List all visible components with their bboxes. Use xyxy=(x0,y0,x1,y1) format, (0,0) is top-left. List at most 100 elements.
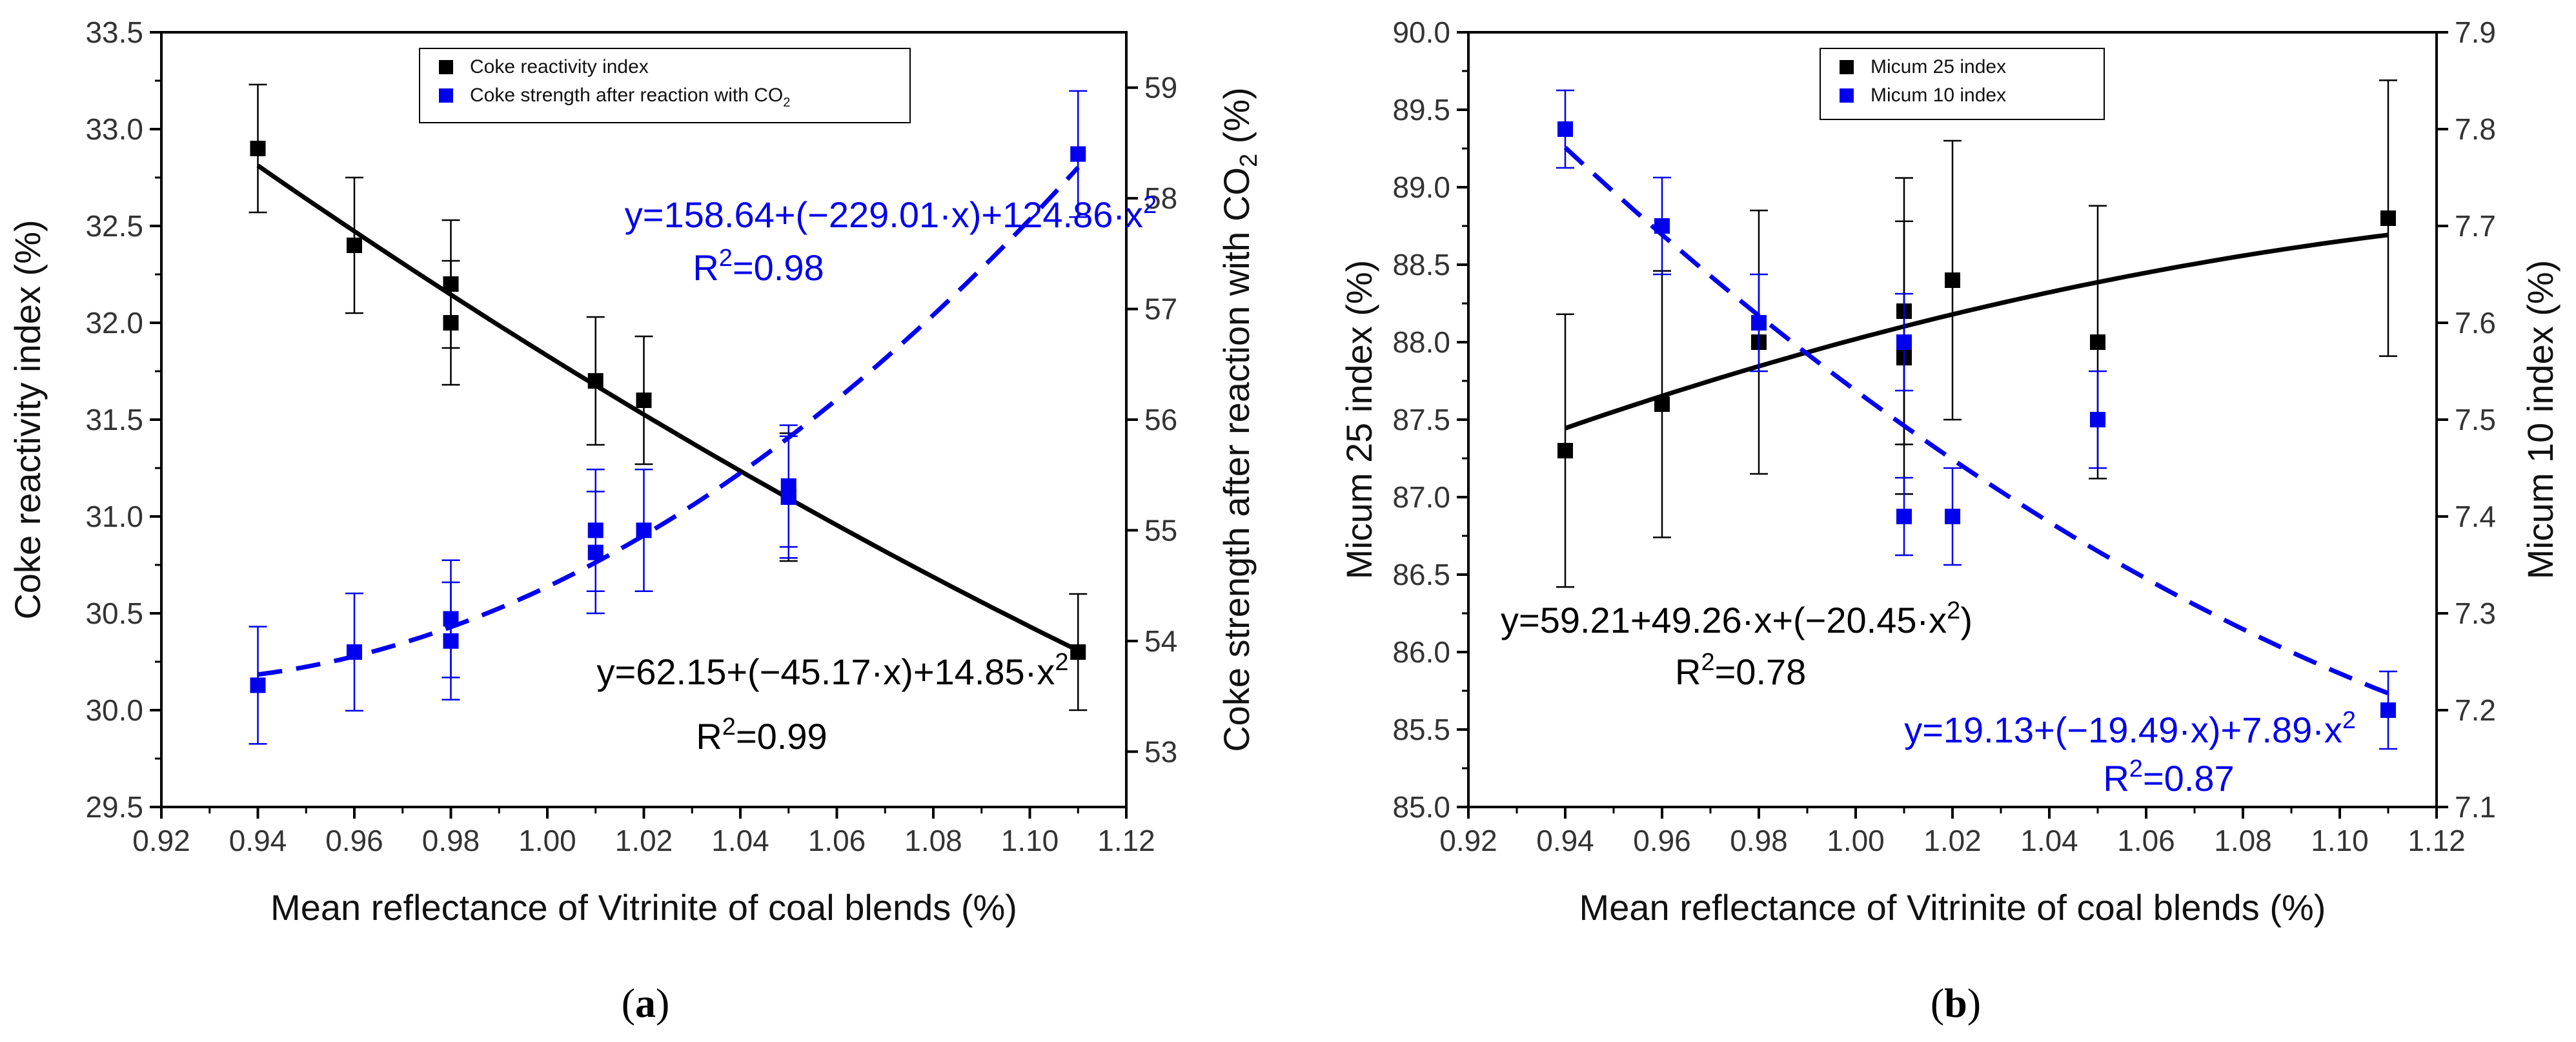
y-left-tick-label: 87.5 xyxy=(1392,403,1450,436)
y-left-tick-label: 33.5 xyxy=(85,15,143,49)
x-tick-label: 1.02 xyxy=(615,824,673,857)
panel-caption: (a) xyxy=(622,980,670,1026)
y-right-tick-label: 7.6 xyxy=(2455,306,2496,340)
y-left-tick-label: 88.5 xyxy=(1392,248,1450,281)
panel-caption-paren: ( xyxy=(622,980,635,1026)
fit-equation: y=19.13+(−19.49·x)+7.89·x2 xyxy=(1904,707,2356,750)
x-tick-label: 1.10 xyxy=(1001,824,1059,857)
fit-equation-superscript: 2 xyxy=(1947,597,1960,624)
legend-label: Micum 10 index xyxy=(1871,85,2006,106)
y-left-tick-label: 86.0 xyxy=(1392,635,1450,669)
fit-equation-tail: =0.78 xyxy=(1715,651,1807,692)
legend-box xyxy=(419,48,911,123)
y-left-tick-label: 32.5 xyxy=(85,209,143,243)
panel-caption-letter: a xyxy=(635,980,656,1026)
fit-equation: R2=0.98 xyxy=(693,245,824,288)
x-tick-label: 0.96 xyxy=(325,824,383,857)
y-right-axis-title-subscript: 2 xyxy=(1235,154,1263,167)
y-right-axis-title-text: Micum 10 index (%) xyxy=(2520,260,2561,580)
legend-marker xyxy=(1840,60,1854,74)
data-point-marker xyxy=(250,141,266,156)
legend-marker xyxy=(439,60,453,74)
y-right-tick-label: 7.3 xyxy=(2455,597,2496,630)
legend: Coke reactivity index Coke strength after… xyxy=(419,48,911,123)
data-point-marker xyxy=(443,315,459,331)
legend-label: Coke strength after reaction with CO2 xyxy=(470,85,790,110)
data-point-marker xyxy=(2380,210,2396,226)
y-right-tick-label: 7.7 xyxy=(2455,209,2496,243)
x-tick-label: 1.12 xyxy=(1097,824,1155,857)
y-left-axis-title: Coke reactivity index (%) xyxy=(7,220,48,619)
y-left-tick-label: 88.0 xyxy=(1392,325,1450,359)
data-point-marker xyxy=(636,522,652,538)
y-left-tick-label: 32.0 xyxy=(85,306,143,340)
x-tick-label: 1.12 xyxy=(2408,824,2466,857)
y-right-tick-label: 59 xyxy=(1144,71,1177,105)
y-right-tick-label: 7.4 xyxy=(2455,500,2496,533)
y-left-tick-label: 90.0 xyxy=(1392,15,1450,49)
data-point-marker xyxy=(2380,702,2396,718)
y-right-tick-label: 54 xyxy=(1144,624,1177,658)
y-right-tick-label: 7.5 xyxy=(2455,403,2496,436)
fit-equation: R2=0.99 xyxy=(696,713,827,757)
x-tick-label: 0.94 xyxy=(1536,824,1594,857)
data-point-marker xyxy=(587,544,603,560)
data-point-marker xyxy=(2090,412,2105,427)
fit-equation-superscript: 2 xyxy=(1055,649,1068,676)
x-axis-title: Mean reflectance of Vitrinite of coal bl… xyxy=(270,887,1017,928)
y-left-tick-label: 30.5 xyxy=(85,597,143,630)
legend-label-text: Coke strength after reaction with CO xyxy=(470,85,783,106)
data-point-marker xyxy=(347,644,362,660)
panel-caption-paren: ) xyxy=(656,980,669,1026)
data-point-marker xyxy=(2090,334,2105,350)
fit-equation-text: y=19.13+(−19.49·x)+7.89·x xyxy=(1904,710,2342,750)
fit-equation-tail: =0.99 xyxy=(736,716,827,757)
fit-equation-text: y=59.21+49.26·x+(−20.45·x xyxy=(1501,600,1947,640)
legend: Micum 25 index Micum 10 index xyxy=(1820,48,2105,120)
x-tick-label: 1.04 xyxy=(2020,824,2078,857)
x-tick-label: 1.02 xyxy=(1923,824,1982,857)
data-point-marker xyxy=(780,489,796,505)
fit-equation-superscript: 2 xyxy=(722,713,736,741)
fit-equation-tail: =0.87 xyxy=(2143,758,2235,799)
fit-equation-text: R xyxy=(696,716,722,757)
legend-marker xyxy=(439,88,453,103)
chart-panel-a: 0.92 0.94 0.96 0.98 1.00 1.02 1.04 1.06 1.08 1.10… xyxy=(7,15,1263,1026)
y-right-tick-label: 7.9 xyxy=(2455,15,2496,49)
fit-equation: R2=0.87 xyxy=(2103,755,2234,799)
y-left-tick-label: 86.5 xyxy=(1392,558,1450,591)
legend-label-text: Micum 10 index xyxy=(1871,85,2006,106)
y-left-tick-label: 85.5 xyxy=(1392,713,1450,746)
x-tick-label: 1.06 xyxy=(808,824,866,857)
fit-equation-text: y=158.64+(−229.01·x)+124.86·x xyxy=(625,194,1143,235)
y-right-axis-title: Micum 10 index (%) xyxy=(2520,260,2561,580)
x-tick-label: 1.00 xyxy=(518,824,576,857)
x-tick-label: 1.10 xyxy=(2311,824,2369,857)
panel-caption-paren: ) xyxy=(1967,980,1981,1026)
x-tick-label: 0.96 xyxy=(1633,824,1691,857)
legend-label-text: Micum 25 index xyxy=(1871,56,2006,77)
y-right-axis-title: Coke strength after reaction with CO2 (%… xyxy=(1216,87,1263,752)
data-point-marker xyxy=(1654,218,1670,234)
fit-equation-superscript: 2 xyxy=(1143,192,1157,219)
y-right-tick-label: 7.1 xyxy=(2455,790,2496,824)
fit-equation-superscript: 2 xyxy=(1701,649,1714,676)
data-point-marker xyxy=(1945,272,1960,288)
y-left-tick-label: 87.0 xyxy=(1392,480,1450,514)
y-right-tick-label: 58 xyxy=(1144,181,1177,215)
x-tick-label: 1.06 xyxy=(2117,824,2175,857)
x-tick-label: 0.92 xyxy=(132,824,190,857)
fit-equation: y=158.64+(−229.01·x)+124.86·x2 xyxy=(625,192,1157,235)
data-point-marker xyxy=(1751,315,1767,331)
y-right-tick-label: 53 xyxy=(1144,735,1177,768)
panel-caption-paren: ( xyxy=(1931,980,1944,1026)
fit-equation-superscript: 2 xyxy=(2129,755,2143,782)
chart-panel-b: 0.92 0.94 0.96 0.98 1.00 1.02 1.04 1.06 1.08 1.10… xyxy=(1339,15,2561,1026)
y-right-tick-label: 56 xyxy=(1144,403,1177,436)
data-point-marker xyxy=(1945,509,1960,524)
y-left-axis-title: Micum 25 index (%) xyxy=(1339,260,1379,580)
data-point-marker xyxy=(250,677,266,693)
legend-marker xyxy=(1840,88,1854,103)
fit-equation: R2=0.78 xyxy=(1675,649,1806,692)
